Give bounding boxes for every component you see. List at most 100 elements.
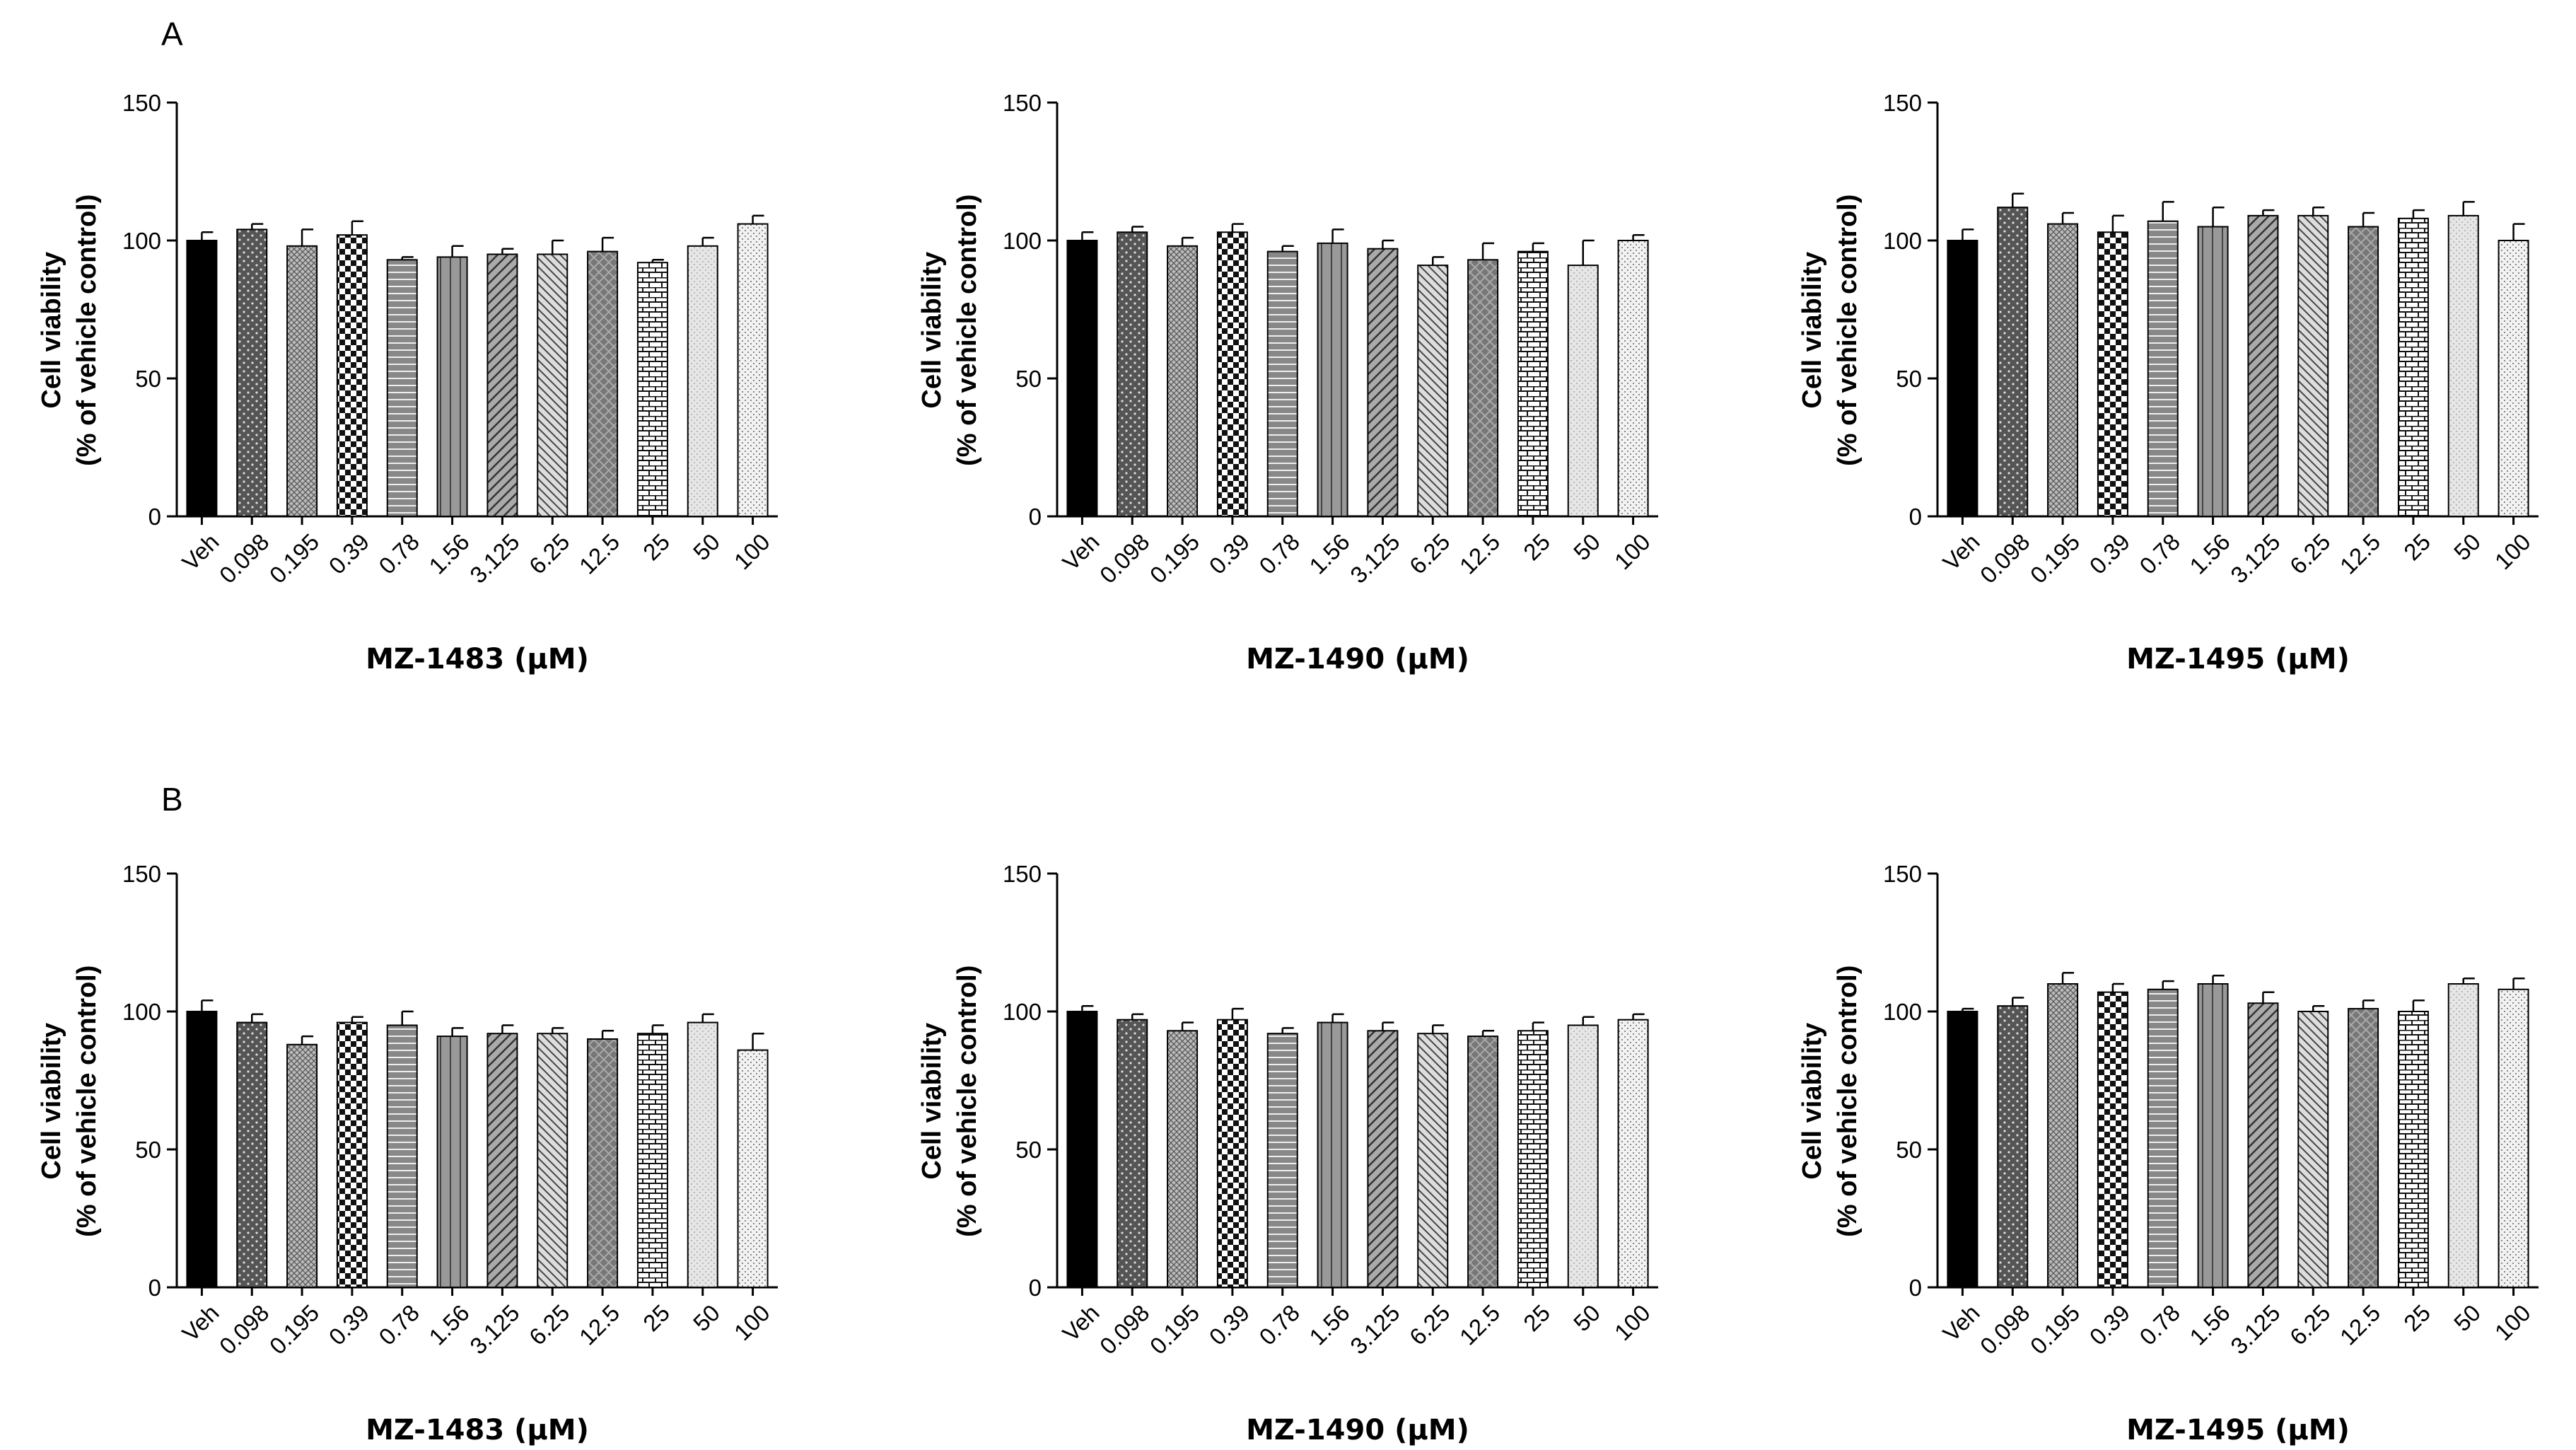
x-tick-label: 50 bbox=[1568, 528, 1605, 565]
y-axis-label-line: (% of vehicle control) bbox=[952, 965, 982, 1237]
bar bbox=[636, 262, 668, 517]
y-axis-label-line: Cell viability bbox=[1797, 1023, 1827, 1180]
bar bbox=[2047, 223, 2079, 517]
x-tick-label: 6.25 bbox=[524, 1299, 575, 1350]
bar bbox=[2297, 214, 2329, 517]
bar bbox=[1266, 250, 1298, 517]
x-tick-label: 50 bbox=[2449, 1299, 2485, 1336]
y-tick-label: 0 bbox=[1029, 1275, 1042, 1301]
bar bbox=[1997, 207, 2029, 517]
x-tick-label: 3.125 bbox=[1345, 1299, 1405, 1359]
x-tick-label: 0.098 bbox=[214, 528, 274, 588]
x-tick-label: 3.125 bbox=[1345, 528, 1405, 588]
bar bbox=[1167, 245, 1199, 517]
x-tick-label: 3.125 bbox=[465, 1299, 525, 1359]
bar bbox=[1467, 1036, 1499, 1288]
bar bbox=[1066, 240, 1098, 517]
bar bbox=[336, 234, 368, 517]
bar bbox=[2147, 220, 2179, 517]
x-tick-label: 6.25 bbox=[524, 528, 575, 579]
bar bbox=[1066, 1011, 1098, 1288]
x-tick-label: 0.098 bbox=[1975, 528, 2035, 588]
bar bbox=[2348, 226, 2379, 517]
x-axis-label: MZ-1495 (μM) bbox=[2126, 1414, 2350, 1446]
bar bbox=[186, 240, 218, 517]
x-tick-label: 12.5 bbox=[1455, 528, 1505, 579]
x-tick-label: 0.78 bbox=[2134, 1299, 2185, 1350]
y-axis-label-line: Cell viability bbox=[917, 252, 947, 409]
x-tick-label: 0.78 bbox=[2134, 528, 2185, 579]
bar bbox=[1117, 231, 1148, 517]
bar bbox=[2197, 226, 2229, 517]
bar bbox=[1617, 240, 1649, 517]
y-axis-label-line: (% of vehicle control) bbox=[1833, 965, 1863, 1237]
bar bbox=[537, 253, 569, 517]
x-tick-label: 12.5 bbox=[2335, 1299, 2386, 1350]
y-tick-label: 0 bbox=[1909, 1275, 1922, 1301]
bar bbox=[687, 245, 718, 517]
x-tick-label: 100 bbox=[729, 1299, 775, 1345]
x-tick-label: 0.78 bbox=[373, 1299, 424, 1350]
x-tick-label: 3.125 bbox=[465, 528, 525, 588]
bar bbox=[1317, 242, 1348, 517]
panel-letter-b: B bbox=[161, 781, 183, 818]
y-tick-label: 50 bbox=[1015, 366, 1042, 392]
bar bbox=[737, 223, 769, 517]
x-tick-label: 0.098 bbox=[214, 1299, 274, 1359]
y-axis-label: Cell viability (% of vehicle control) bbox=[1797, 195, 1863, 466]
bar bbox=[386, 1024, 418, 1288]
x-axis-label: MZ-1483 (μM) bbox=[366, 1414, 589, 1446]
bar bbox=[2097, 231, 2128, 517]
x-tick-label: 25 bbox=[638, 1299, 675, 1336]
x-tick-label: 0.098 bbox=[1095, 1299, 1155, 1359]
bar bbox=[1216, 1019, 1248, 1288]
bar bbox=[2147, 988, 2179, 1289]
bar bbox=[436, 1036, 468, 1288]
bar bbox=[2047, 983, 2079, 1288]
bar bbox=[236, 1021, 268, 1288]
y-tick-label: 50 bbox=[135, 1137, 161, 1163]
bar bbox=[336, 1021, 368, 1288]
y-axis-label-line: Cell viability bbox=[37, 1023, 66, 1180]
bar bbox=[1367, 248, 1399, 517]
y-tick-label: 100 bbox=[1883, 228, 1922, 254]
x-tick-label: 50 bbox=[688, 1299, 725, 1336]
bar bbox=[636, 1033, 668, 1288]
bar bbox=[537, 1033, 569, 1288]
bar bbox=[1997, 1005, 2029, 1288]
x-axis-label: MZ-1483 (μM) bbox=[366, 643, 589, 675]
x-tick-label: 0.195 bbox=[2025, 528, 2085, 588]
y-axis-label-line: Cell viability bbox=[1797, 252, 1827, 409]
bar bbox=[1417, 265, 1449, 517]
y-tick-label: 0 bbox=[1909, 504, 1922, 530]
y-tick-label: 150 bbox=[1003, 90, 1042, 116]
y-axis-label-line: (% of vehicle control) bbox=[72, 965, 102, 1237]
x-tick-label: 50 bbox=[1568, 1299, 1605, 1336]
y-tick-label: 100 bbox=[1883, 999, 1922, 1025]
y-tick-label: 0 bbox=[1029, 504, 1042, 530]
x-tick-label: 0.195 bbox=[264, 1299, 325, 1359]
x-tick-label: 25 bbox=[1518, 528, 1555, 565]
bar bbox=[1517, 250, 1549, 517]
x-tick-label: 25 bbox=[1518, 1299, 1555, 1336]
x-tick-label: 50 bbox=[2449, 528, 2485, 565]
bar bbox=[486, 253, 518, 517]
y-tick-label: 150 bbox=[122, 90, 161, 116]
x-tick-label: 25 bbox=[2399, 528, 2435, 565]
bar bbox=[1367, 1030, 1399, 1289]
x-tick-label: 12.5 bbox=[574, 528, 625, 579]
bar bbox=[386, 259, 418, 517]
y-tick-label: 150 bbox=[1003, 861, 1042, 887]
bar bbox=[2498, 240, 2529, 517]
x-tick-label: 100 bbox=[1609, 1299, 1655, 1345]
bar bbox=[1266, 1033, 1298, 1288]
x-tick-label: 0.39 bbox=[324, 1299, 375, 1350]
bar bbox=[2247, 1002, 2279, 1289]
bar bbox=[2397, 1011, 2429, 1288]
bar bbox=[286, 1043, 318, 1289]
x-tick-label: 0.78 bbox=[373, 528, 424, 579]
x-tick-label: 0.78 bbox=[1254, 528, 1305, 579]
